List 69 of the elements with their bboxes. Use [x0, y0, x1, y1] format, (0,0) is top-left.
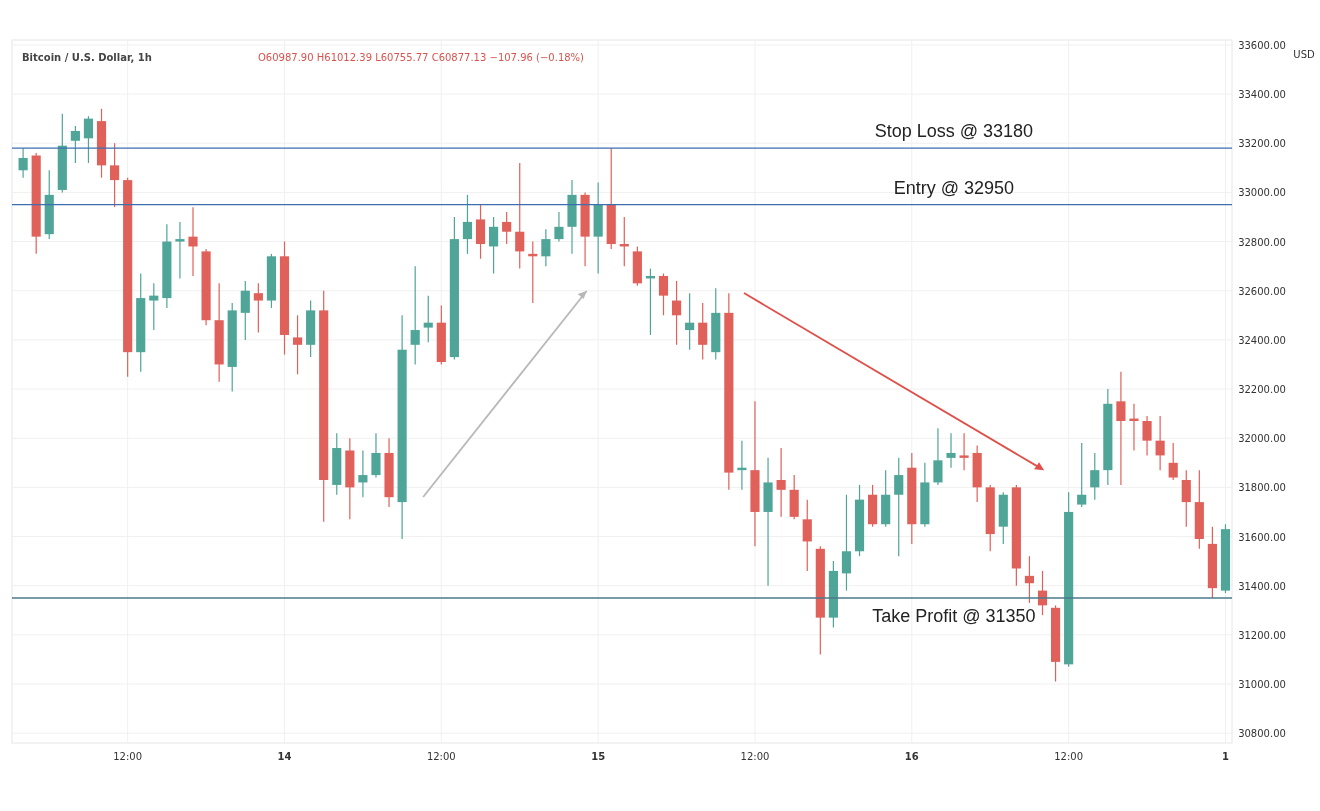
- candlestick: [175, 221, 185, 280]
- x-tick-label: 1: [1221, 751, 1229, 762]
- y-tick-label: 33600.00: [1238, 39, 1286, 51]
- y-tick-label: 31400.00: [1238, 580, 1286, 592]
- candlestick: [110, 142, 120, 208]
- candlestick: [933, 427, 943, 486]
- candlestick: [894, 457, 904, 557]
- candlestick: [959, 432, 969, 471]
- y-tick-label: 32200.00: [1238, 384, 1286, 396]
- ref-line-label: Take Profit @ 31350: [872, 605, 1036, 626]
- candlestick: [946, 432, 956, 469]
- candlestick: [1168, 442, 1178, 481]
- candlestick: [776, 447, 786, 518]
- candlestick: [371, 432, 381, 479]
- candlestick: [410, 265, 420, 366]
- candlestick: [1129, 403, 1139, 452]
- candlestick: [188, 206, 198, 277]
- text: Bitcoin / U.S. Dollar, 1h: [22, 52, 152, 63]
- text: O60987.90 H61012.39 L60755.77 C60877.13 −107.96 (−0.18%): [258, 52, 585, 63]
- candlestick: [541, 228, 551, 267]
- candlestick: [1024, 555, 1034, 604]
- candlestick: [685, 292, 695, 351]
- candlestick: [515, 162, 525, 270]
- y-tick-label: 32000.00: [1238, 433, 1286, 445]
- candlestick: [1181, 469, 1191, 528]
- ref-line-label: Stop Loss @ 33180: [874, 121, 1034, 142]
- candlestick: [1077, 442, 1087, 508]
- candlestick: [358, 449, 368, 498]
- x-tick-label: 12:00: [740, 751, 770, 762]
- y-tick-label: 32400.00: [1238, 334, 1286, 346]
- candlestick: [802, 499, 812, 572]
- candlestick: [658, 272, 669, 316]
- y-tick-label: 33000.00: [1238, 187, 1286, 199]
- candlestick: [502, 211, 512, 245]
- ref-line-label: Entry @ 32950: [893, 177, 1015, 198]
- y-tick-label: 32800.00: [1238, 236, 1286, 248]
- candlestick: [292, 314, 303, 375]
- y-tick-label: 31200.00: [1238, 629, 1286, 641]
- candlestick: [462, 194, 473, 255]
- y-tick-label: 32600.00: [1238, 285, 1286, 297]
- candlestick: [1090, 452, 1100, 501]
- candlestick: [1142, 415, 1152, 457]
- candlestick: [841, 494, 852, 592]
- candlestick: [1116, 371, 1126, 486]
- candlestick: [698, 302, 708, 361]
- x-tick-label: 12:00: [426, 751, 456, 762]
- y-tick-label: 31600.00: [1238, 531, 1286, 543]
- x-tick-label: 16: [904, 751, 919, 762]
- candlestick: [149, 282, 159, 331]
- y-tick-label: 31000.00: [1238, 679, 1286, 691]
- y-tick-label: 31800.00: [1238, 482, 1286, 494]
- candlestick: [1155, 415, 1165, 471]
- candlestick: [253, 282, 263, 334]
- candlestick: [83, 115, 94, 164]
- candlestick: [423, 295, 433, 343]
- x-tick-label: 12:00: [113, 751, 143, 762]
- candlestick: [554, 211, 564, 243]
- x-tick-label: 15: [591, 751, 606, 762]
- x-tick-label: 14: [277, 751, 292, 762]
- candlestick: [240, 280, 250, 341]
- candlestick: [671, 280, 682, 346]
- candlestick: [489, 216, 499, 275]
- candlestick: [70, 125, 80, 164]
- y-tick-label: 30800.00: [1238, 728, 1286, 740]
- y-axis-title: USD: [1293, 49, 1315, 60]
- candlestick: [18, 147, 28, 179]
- x-tick-label: 12:00: [1054, 751, 1084, 762]
- y-tick-label: 33200.00: [1238, 138, 1286, 150]
- y-tick-label: 33400.00: [1238, 89, 1286, 101]
